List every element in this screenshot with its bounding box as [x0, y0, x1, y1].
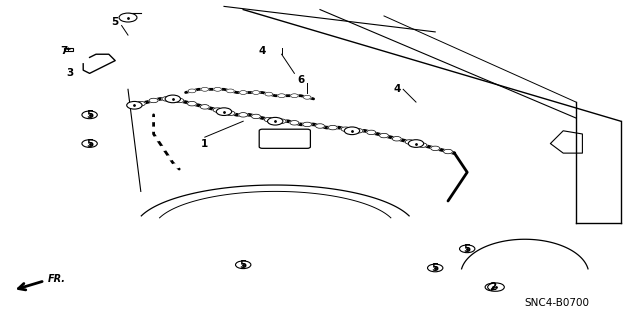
Text: 5: 5 [86, 138, 93, 149]
Text: 2: 2 [489, 282, 497, 292]
Text: 5: 5 [431, 263, 439, 273]
Circle shape [188, 89, 196, 93]
Circle shape [264, 117, 273, 122]
Circle shape [214, 87, 221, 91]
Circle shape [428, 264, 443, 272]
Circle shape [216, 108, 232, 115]
Circle shape [239, 91, 247, 94]
Circle shape [341, 127, 350, 131]
Text: 5: 5 [86, 110, 93, 120]
Circle shape [136, 101, 145, 106]
Text: FR.: FR. [48, 274, 66, 284]
Circle shape [127, 101, 142, 109]
Text: 5: 5 [239, 260, 247, 270]
Circle shape [236, 261, 251, 269]
Bar [64, 48, 73, 51]
Circle shape [226, 111, 235, 115]
Circle shape [150, 118, 157, 122]
Circle shape [303, 122, 312, 127]
Text: 3: 3 [67, 68, 74, 78]
Text: 5: 5 [111, 17, 119, 27]
Circle shape [354, 129, 363, 133]
Circle shape [252, 91, 260, 94]
Circle shape [278, 94, 285, 98]
Circle shape [150, 127, 157, 131]
Circle shape [408, 140, 424, 147]
Circle shape [303, 95, 311, 99]
Circle shape [159, 146, 167, 150]
Circle shape [268, 117, 283, 125]
Circle shape [239, 113, 248, 117]
Text: 7: 7 [60, 46, 68, 56]
Circle shape [418, 143, 427, 147]
Circle shape [392, 137, 401, 141]
Circle shape [119, 13, 137, 22]
Circle shape [328, 125, 337, 130]
Circle shape [166, 156, 173, 160]
Circle shape [485, 283, 500, 291]
Text: SNC4-B0700: SNC4-B0700 [524, 298, 589, 308]
Circle shape [290, 121, 299, 125]
Circle shape [265, 92, 273, 96]
Circle shape [172, 164, 180, 168]
Circle shape [405, 140, 414, 144]
Text: 6: 6 [297, 75, 305, 85]
Circle shape [380, 133, 388, 138]
Circle shape [344, 127, 360, 135]
Circle shape [162, 97, 171, 101]
Circle shape [488, 283, 504, 291]
Circle shape [252, 114, 260, 119]
Circle shape [367, 130, 376, 135]
Circle shape [277, 119, 286, 123]
Circle shape [291, 94, 298, 98]
Circle shape [201, 87, 209, 91]
Circle shape [227, 89, 234, 93]
Circle shape [188, 101, 196, 106]
Circle shape [82, 140, 97, 147]
Circle shape [316, 124, 324, 128]
Text: 4: 4 [259, 46, 266, 56]
Circle shape [444, 149, 452, 154]
Text: 5: 5 [463, 244, 471, 254]
Circle shape [153, 137, 161, 141]
Circle shape [431, 146, 440, 151]
Circle shape [175, 98, 184, 103]
Circle shape [460, 245, 475, 253]
Circle shape [149, 98, 158, 103]
Text: 4: 4 [393, 84, 401, 94]
Circle shape [82, 111, 97, 119]
Circle shape [200, 105, 209, 109]
Circle shape [213, 108, 222, 112]
Text: 1: 1 [201, 138, 209, 149]
Circle shape [165, 95, 180, 103]
